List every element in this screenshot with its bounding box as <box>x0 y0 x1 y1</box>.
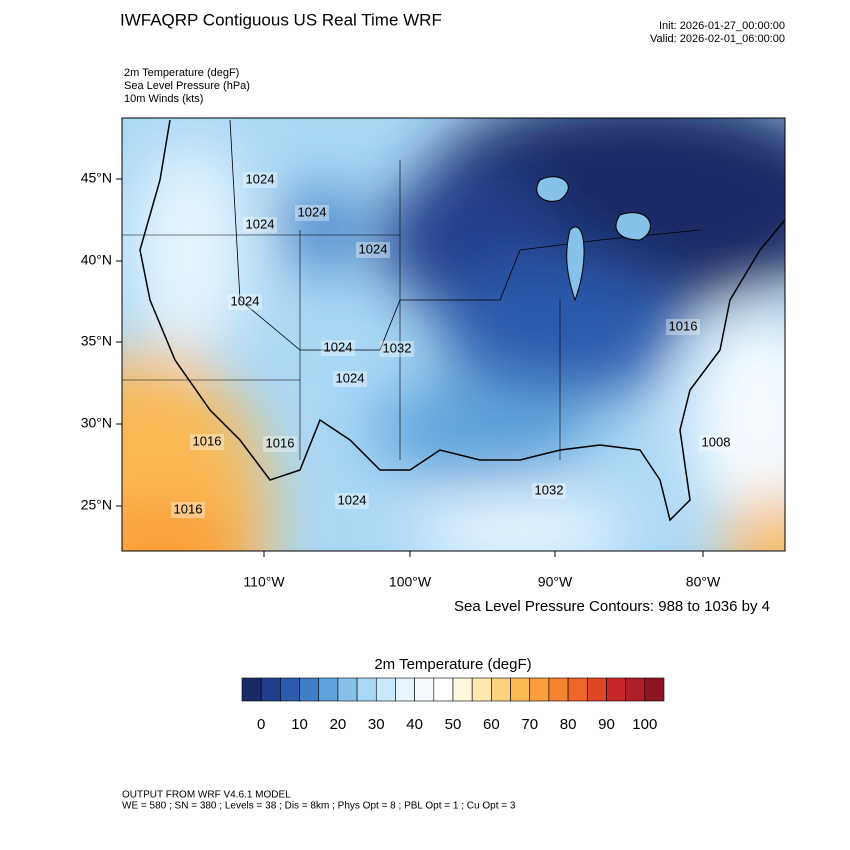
colorbar-box <box>414 677 435 702</box>
contour-label-box <box>190 434 224 450</box>
map-frame <box>121 117 786 552</box>
contour-label: 1024 <box>338 492 367 507</box>
contour-label: 1016 <box>174 501 203 516</box>
contour-label-box <box>243 172 277 188</box>
colorbar-box <box>586 677 607 702</box>
colorbar-title: 2m Temperature (degF) <box>374 656 531 673</box>
contour-label: 1024 <box>298 204 327 219</box>
lon-label: 90°W <box>538 574 573 590</box>
colorbar-box <box>318 677 339 702</box>
contour-label: 1016 <box>266 435 295 450</box>
lat-label: 45°N <box>81 170 112 186</box>
lat-label: 30°N <box>81 415 112 431</box>
colorbar-box <box>452 677 473 702</box>
colorbar-box <box>337 677 358 702</box>
field-label: Sea Level Pressure (hPa) <box>124 80 250 92</box>
contour-label-box <box>699 435 733 451</box>
lon-label: 110°W <box>243 574 285 590</box>
contour-label-box <box>228 294 262 310</box>
contour-label-box <box>666 319 700 335</box>
colorbar-box <box>260 677 281 702</box>
title: IWFAQRP Contiguous US Real Time WRF <box>120 10 442 29</box>
lon-label: 100°W <box>389 574 432 590</box>
colorbar-box <box>280 677 300 702</box>
contour-label-box <box>321 340 355 356</box>
valid-time: Valid: 2026-02-01_06:00:00 <box>650 33 785 45</box>
colorbar-label: 50 <box>445 716 462 733</box>
colorbar-label: 40 <box>406 716 423 733</box>
colorbar-label: 30 <box>368 716 385 733</box>
lat-label: 35°N <box>81 333 112 349</box>
colorbar-label: 10 <box>291 716 308 733</box>
lat-label: 40°N <box>81 252 112 268</box>
colorbar-box <box>548 677 569 702</box>
colorbar-box <box>491 677 511 702</box>
map <box>122 118 785 551</box>
colorbar-box <box>433 677 454 702</box>
colorbar-box <box>471 677 492 702</box>
colorbar-label: 90 <box>598 716 615 733</box>
field-label: 2m Temperature (degF) <box>124 67 239 79</box>
colorbar-box <box>606 677 626 702</box>
contour-label-box <box>335 493 369 509</box>
footer-line: WE = 580 ; SN = 380 ; Levels = 38 ; Dis … <box>122 801 516 812</box>
init-time: Init: 2026-01-27_00:00:00 <box>659 20 785 32</box>
lon-label: 80°W <box>686 574 721 590</box>
colorbar-label: 70 <box>521 716 538 733</box>
colorbar-box <box>510 677 531 702</box>
colorbar-box <box>529 677 550 702</box>
contour-label-box <box>532 483 566 499</box>
colorbar-label: 0 <box>257 716 265 733</box>
field-label: 10m Winds (kts) <box>124 93 203 105</box>
contour-label: 1024 <box>336 370 365 385</box>
contour-label-box <box>356 242 390 258</box>
colorbar-box <box>567 677 588 702</box>
colorbar-label: 100 <box>632 716 657 733</box>
contour-label: 1032 <box>383 340 412 355</box>
contour-label-box <box>171 502 205 518</box>
contour-label: 1008 <box>702 434 731 449</box>
colorbar-box <box>299 677 320 702</box>
contour-label: 1032 <box>535 482 564 497</box>
contour-label-box <box>263 436 297 452</box>
contour-label: 1024 <box>246 171 275 186</box>
colorbar-box <box>625 677 646 702</box>
contour-label: 1016 <box>193 433 222 448</box>
contour-label-box <box>243 217 277 233</box>
colorbar: 0 10 20 30 40 50 60 70 80 90 100 <box>241 677 665 733</box>
colorbar-label: 20 <box>330 716 347 733</box>
contour-label: 1024 <box>246 216 275 231</box>
colorbar-box <box>241 677 262 702</box>
footer-line: OUTPUT FROM WRF V4.6.1 MODEL <box>122 790 291 801</box>
colorbar-label: 60 <box>483 716 500 733</box>
contour-label-box <box>380 341 414 357</box>
colorbar-box <box>395 677 415 702</box>
contour-note: Sea Level Pressure Contours: 988 to 1036… <box>454 598 770 615</box>
contour-label: 1016 <box>669 318 698 333</box>
colorbar-box <box>356 677 377 702</box>
contour-label: 1024 <box>231 293 260 308</box>
contour-label-box <box>333 371 367 387</box>
contour-label: 1024 <box>359 241 388 256</box>
lat-label: 25°N <box>81 497 112 513</box>
colorbar-label: 80 <box>560 716 577 733</box>
colorbar-box <box>644 677 665 702</box>
contour-label: 1024 <box>324 339 353 354</box>
colorbar-box <box>375 677 396 702</box>
contour-label-box <box>295 205 329 221</box>
